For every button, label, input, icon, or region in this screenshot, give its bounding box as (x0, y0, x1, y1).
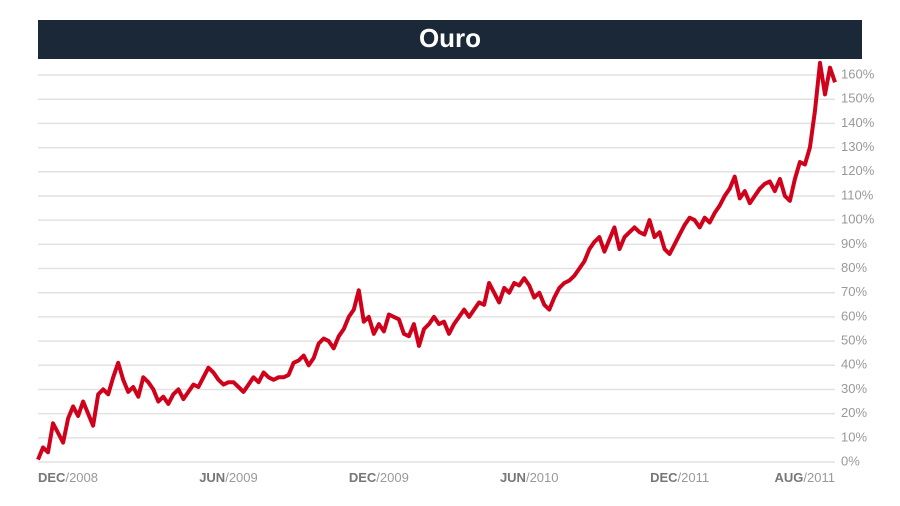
y-tick-label: 130% (841, 139, 875, 154)
y-tick-label: 150% (841, 91, 875, 106)
chart-title: Ouro (419, 23, 481, 53)
y-tick-label: 110% (841, 187, 874, 202)
y-tick-label: 20% (841, 405, 867, 420)
y-tick-label: 140% (841, 115, 875, 130)
y-tick-label: 40% (841, 357, 867, 372)
y-tick-label: 30% (841, 381, 867, 396)
y-tick-label: 60% (841, 308, 867, 323)
x-tick-label: AUG/2011 (775, 470, 835, 485)
y-tick-label: 120% (841, 163, 875, 178)
y-tick-label: 10% (841, 429, 867, 444)
y-tick-label: 50% (841, 333, 867, 348)
y-tick-label: 80% (841, 260, 867, 275)
x-tick-label: DEC/2008 (38, 470, 98, 485)
y-tick-label: 160% (841, 66, 875, 81)
y-tick-label: 70% (841, 284, 867, 299)
y-tick-label: 0% (841, 453, 860, 468)
y-tick-label: 100% (841, 212, 875, 227)
x-tick-label: DEC/2011 (650, 470, 709, 485)
x-tick-label: JUN/2009 (199, 470, 258, 485)
data-line (36, 60, 837, 461)
x-tick-label: JUN/2010 (500, 470, 559, 485)
title-bar (38, 20, 862, 59)
y-tick-label: 90% (841, 236, 867, 251)
x-tick-label: DEC/2009 (349, 470, 409, 485)
